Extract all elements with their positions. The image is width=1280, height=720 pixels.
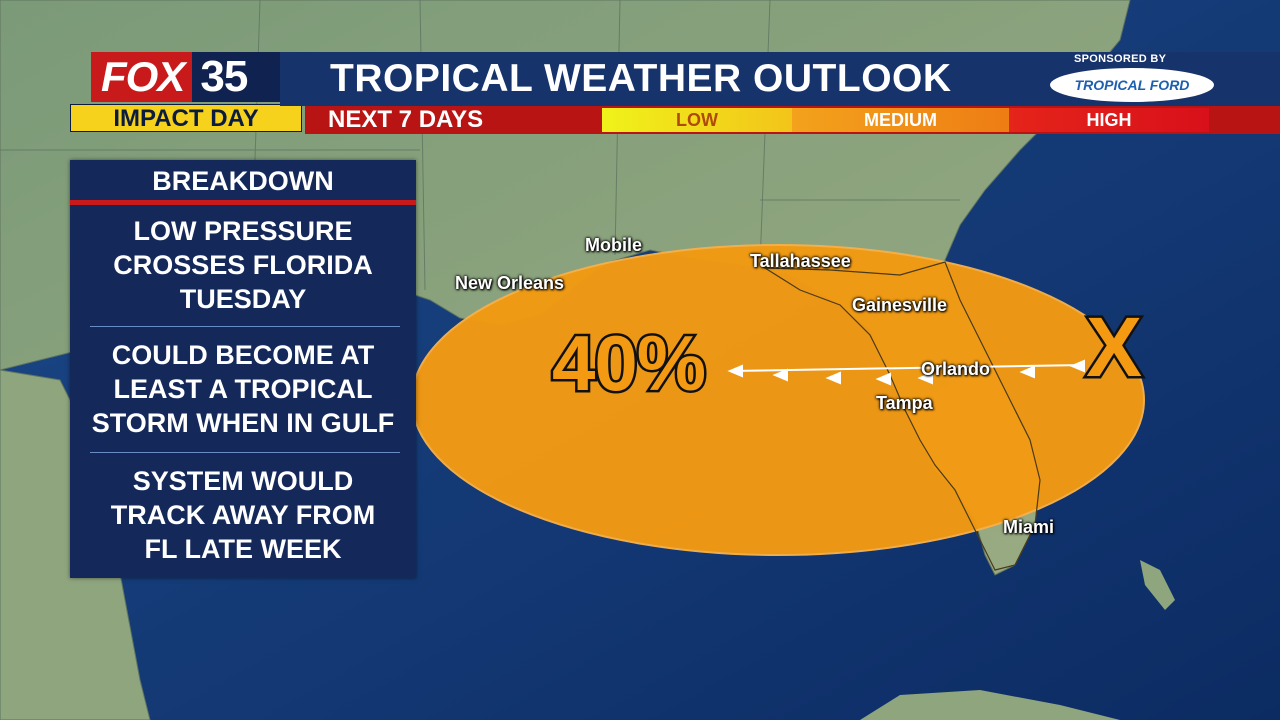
breakdown-panel: BREAKDOWN LOW PRESSURE CROSSES FLORIDA T… xyxy=(70,160,416,578)
sponsor-logo-text: TROPICAL FORD xyxy=(1074,76,1190,93)
city-label-orlando: Orlando xyxy=(921,359,991,379)
sponsor-logo: TROPICAL FORD xyxy=(1050,68,1214,102)
period-label: NEXT 7 DAYS xyxy=(328,106,484,133)
station-logo: FOX 35 xyxy=(91,52,280,102)
bahamas-land xyxy=(1140,560,1175,610)
city-label-gainesville: Gainesville xyxy=(852,295,948,315)
breakdown-item: SYSTEM WOULD TRACK AWAY FROM FL LATE WEE… xyxy=(110,466,376,564)
city-label-tampa: Tampa xyxy=(876,393,933,413)
divider xyxy=(90,326,400,327)
development-probability: 40% xyxy=(549,318,708,409)
logo-brand: FOX xyxy=(91,52,193,102)
cuba-land xyxy=(860,690,1120,720)
breakdown-item: COULD BECOME AT LEAST A TROPICAL STORM W… xyxy=(91,340,395,438)
impact-day-label: IMPACT DAY xyxy=(70,104,302,132)
logo-number: 35 xyxy=(200,52,248,101)
divider xyxy=(90,452,400,453)
city-label-miami: Miami xyxy=(1003,517,1055,537)
storm-track xyxy=(727,359,1086,386)
city-label-mobile: Mobile xyxy=(585,235,642,255)
scale-high: HIGH xyxy=(1009,108,1209,132)
florida-outline xyxy=(762,261,1041,571)
breakdown-rule xyxy=(70,200,416,205)
disturbance-marker: X xyxy=(1083,298,1144,397)
city-label-new-orleans: New Orleans xyxy=(455,273,565,293)
breakdown-item: LOW PRESSURE CROSSES FLORIDA TUESDAY xyxy=(113,216,373,314)
sponsor-label: SPONSORED BY xyxy=(1074,53,1167,65)
page-title: TROPICAL WEATHER OUTLOOK xyxy=(330,57,952,100)
scale-medium: MEDIUM xyxy=(792,108,1009,132)
breakdown-title: BREAKDOWN xyxy=(152,166,334,196)
scale-low: LOW xyxy=(602,108,792,132)
city-label-tallahassee: Tallahassee xyxy=(750,251,851,271)
